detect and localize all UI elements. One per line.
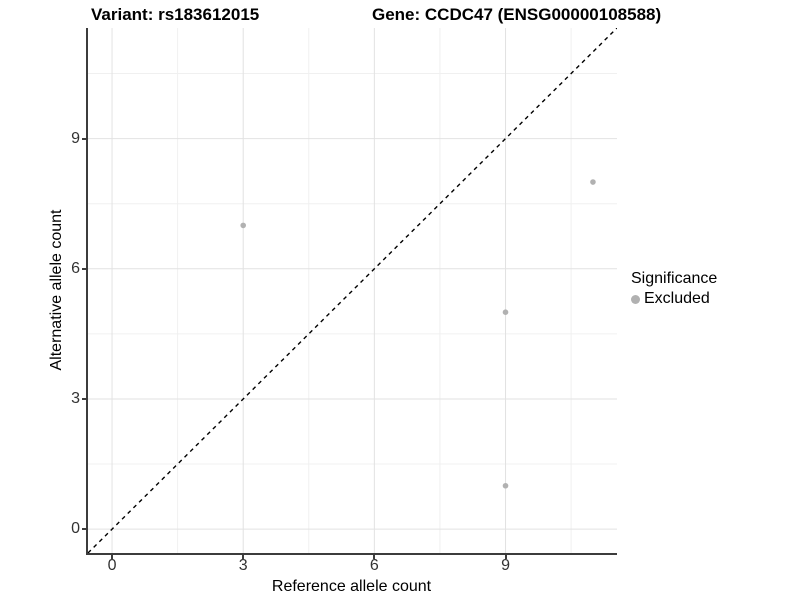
data-point (502, 482, 509, 489)
plot-title-gene: Gene: CCDC47 (ENSG00000108588) (372, 5, 662, 24)
x-tick-mark (111, 555, 114, 559)
y-tick-label: 9 (71, 129, 80, 147)
y-tick-mark (82, 528, 86, 531)
x-tick-label: 0 (107, 557, 117, 574)
data-point (502, 309, 509, 315)
y-tick-label: 0 (71, 520, 80, 538)
y-tick-mark (82, 267, 86, 270)
legend: Significance Excluded (631, 270, 717, 308)
y-tick-mark (82, 137, 86, 140)
x-tick-label: 6 (369, 557, 379, 574)
x-tick-label: 9 (501, 557, 510, 574)
plot-panel (86, 28, 617, 555)
x-axis-title: Reference allele count (271, 578, 432, 595)
data-point (590, 179, 596, 185)
y-tick-mark (82, 397, 86, 400)
x-tick-mark (504, 555, 507, 559)
x-tick-label: 3 (238, 557, 248, 574)
y-axis-title: Alternative allele count (48, 209, 65, 371)
y-tick-label: 3 (71, 389, 80, 407)
plot-title-variant: Variant: rs183612015 (91, 5, 260, 24)
plot-area-canvas (88, 28, 617, 553)
legend-item-label: Excluded (644, 290, 710, 307)
x-tick-mark (373, 555, 376, 559)
y-tick-label: 6 (71, 259, 80, 277)
excluded-point-icon (631, 294, 640, 304)
identity-dashed-line (88, 28, 617, 553)
x-tick-mark (242, 555, 245, 559)
legend-item-excluded: Excluded (631, 290, 717, 308)
legend-title: Significance (631, 270, 718, 287)
data-point (240, 222, 247, 229)
